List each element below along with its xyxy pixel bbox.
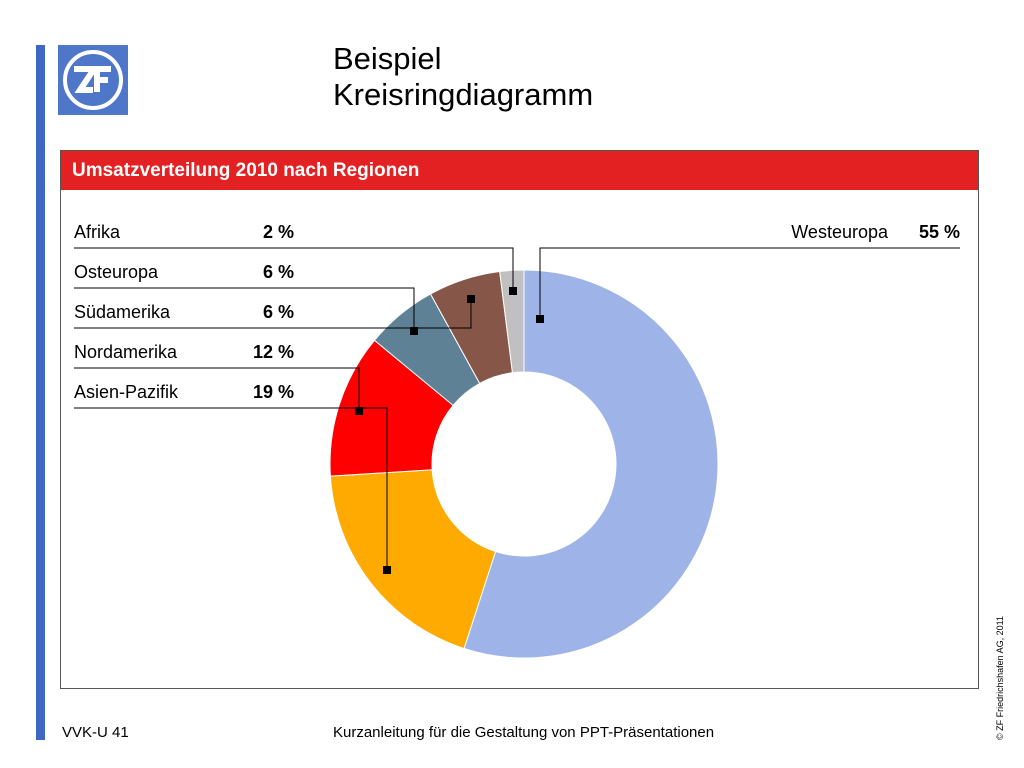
slice-asien-pazifik [329, 469, 497, 650]
title-line-1: Beispiel [333, 41, 442, 76]
chart-panel: Umsatzverteilung 2010 nach Regionen Afri… [60, 150, 979, 689]
leader-marker-osteuropa [410, 327, 418, 335]
leader-line-afrika [74, 247, 514, 291]
legend-label-westeuropa: Westeuropa [791, 222, 889, 242]
leader-line-s-damerika [74, 299, 472, 329]
leader-line-osteuropa [74, 287, 415, 331]
leader-line-westeuropa [539, 247, 960, 319]
legend-value-s-damerika: 6 % [263, 302, 294, 322]
donut-chart: Afrika 2 % Osteuropa 6 % Südamerika 6 % Nordam… [74, 222, 960, 659]
legend-label-asien-pazifik: Asien-Pazifik [74, 382, 179, 402]
legend-label-s-damerika: Südamerika [74, 302, 171, 322]
legend-label-nordamerika: Nordamerika [74, 342, 178, 362]
slice-afrika [499, 269, 525, 374]
slide-title: Beispiel Kreisringdiagramm [333, 41, 593, 113]
legend-value-afrika: 2 % [263, 222, 294, 242]
chart-title: Umsatzverteilung 2010 nach Regionen [61, 151, 978, 190]
zf-logo [58, 45, 128, 115]
leader-marker-nordamerika [355, 407, 363, 415]
legend-value-westeuropa: 55 % [919, 222, 960, 242]
title-line-2: Kreisringdiagramm [333, 77, 594, 112]
legend-value-asien-pazifik: 19 % [253, 382, 294, 402]
leader-line-nordamerika [74, 367, 360, 411]
leader-marker-asien-pazifik [383, 566, 391, 574]
footer-page-code: VVK-U 41 [62, 724, 129, 741]
slice-westeuropa [463, 269, 719, 659]
leader-marker-afrika [509, 287, 517, 295]
legend-label-afrika: Afrika [74, 222, 121, 242]
accent-bar [36, 45, 45, 740]
legend-value-nordamerika: 12 % [253, 342, 294, 362]
legend-value-osteuropa: 6 % [263, 262, 294, 282]
leader-marker-westeuropa [536, 315, 544, 323]
footer-title: Kurzanleitung für die Gestaltung von PPT… [333, 724, 715, 741]
leader-line-asien-pazifik [74, 407, 388, 570]
legend-label-osteuropa: Osteuropa [74, 262, 159, 282]
leader-marker-s-damerika [467, 295, 475, 303]
zf-logo-icon [58, 45, 128, 115]
copyright-note: © ZF Friedrichshafen AG, 2011 [995, 615, 1005, 740]
